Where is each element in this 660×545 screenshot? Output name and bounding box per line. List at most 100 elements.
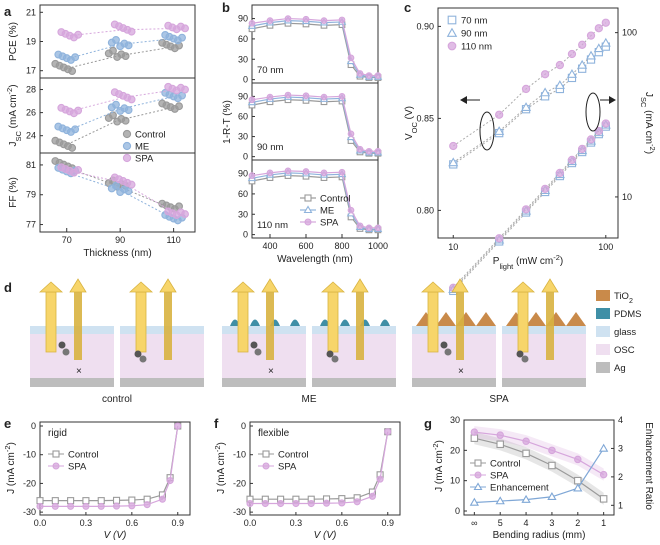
panel-g-label: g [424,416,432,431]
ytick-label: 30 [238,209,248,219]
legend-marker [474,471,482,479]
jv-point-spa [67,502,75,510]
legend-label: 90 nm [461,29,487,40]
point-me [112,181,120,190]
point-spa [181,210,189,219]
incident-arrow [45,291,57,353]
bend-point-spa [574,455,582,464]
reflected-arrowhead [261,278,279,293]
legend-label: ME [135,142,149,153]
spectrum-point-spa [302,15,310,23]
legend-label: Control [490,459,521,470]
jv-line-control [250,431,389,500]
incident-arrow [427,291,439,353]
spectrum-point-spa [338,93,346,100]
point-spa [127,95,136,104]
bend-point-enhancement [521,494,531,503]
ytick-label: 60 [238,111,248,121]
point-spa [74,166,83,174]
bend-point-control [522,449,530,458]
spectrum-point-spa [365,224,373,232]
xtick-label: 0.0 [34,518,47,528]
jv-point-spa [128,502,136,510]
voc-ellipse [479,111,495,151]
spectrum-point-spa [374,72,382,79]
ytick-label: -20 [23,478,36,488]
carrier-icon [62,348,70,356]
carrier-icon [521,355,529,363]
voc-line [452,46,607,165]
panel-c-label: c [404,0,411,15]
voc-point-90-nm [577,59,588,69]
osc-layer [502,334,586,378]
ytick-label-right: 1 [618,500,623,510]
osc-layer [120,334,204,378]
ylabel-left: J (mA cm-2) [431,440,446,492]
ytick-label-left: 20 [450,445,460,455]
panel-c: c 0.80 0.85 0.90 10 100 10 100 VOC (V) JSC (mA cm… [404,0,658,296]
point-control [109,46,117,55]
ytick-label: -20 [233,478,246,488]
jv-point-control [112,496,121,504]
legend-marker [304,194,312,202]
voc-point-90-nm [540,87,551,97]
spectrum-point-spa [320,93,328,101]
pdms-bump [340,319,350,326]
spectrum-point-spa [302,168,310,175]
ytick-label-left: 0 [455,506,460,516]
point-control [121,52,130,61]
ytick-label: 30 [238,132,248,142]
tio2-pyramid [476,312,496,326]
bend-point-control [574,476,582,485]
incident-arrowhead [38,281,64,293]
spectrum-point-spa [338,16,346,24]
point-me [178,91,186,100]
carrier-icon [326,350,334,358]
xtick-label: 800 [334,241,349,251]
legend-label: PDMS [614,309,641,320]
voc-point-110-nm [586,31,596,40]
jv-point-control [36,497,44,505]
bend-point-enhancement [495,496,505,505]
ytick-label: 24 [26,131,36,141]
legend-label: Control [278,450,309,461]
reflected-arrowhead [541,278,559,293]
xlabel: Plight (mW cm-2) [493,253,563,271]
spectrum-point-spa [248,96,256,104]
legend-label: SPA [278,462,297,473]
axes-frame [39,421,191,516]
legend-marker [52,450,60,458]
point-spa [181,85,189,94]
axes-frame [249,421,401,516]
incident-arrow [135,291,147,353]
point-me [124,41,133,50]
panel-d-label: d [4,280,12,295]
spectrum-point-spa [266,169,274,177]
panel-f: f 0.0 0.3 0.6 0.9 0 -10 -20 -30 J (mA cm-2) V (V) f… [213,416,401,541]
bend-point-spa [522,437,530,445]
carrier-icon [331,355,339,363]
series-line-spa [69,170,177,215]
ytick-label: 28 [26,85,36,95]
xtick-label: 100 [598,242,613,252]
voc-point-90-nm [520,102,532,112]
jv-point-spa [166,476,174,485]
xlabel: Bending radius (mm) [493,530,586,541]
recombination-icon: × [458,366,464,377]
bend-point-spa [548,446,556,455]
legend-swatch [596,344,610,355]
ytick-label: 90 [238,14,248,24]
spectrum-point-spa [266,17,274,24]
tio2-pyramid [436,312,456,326]
jsc-point-110-nm [594,126,603,136]
legend-marker [447,15,457,25]
ytick-label-right: 10 [622,192,632,202]
voc-line [452,42,607,163]
ytick-label-left: 0.80 [416,205,434,215]
legend-marker [304,218,312,226]
osc-layer [222,334,306,378]
carrier-icon [444,348,452,356]
ytick-label-right: 2 [618,472,623,482]
glass-layer [502,326,586,334]
